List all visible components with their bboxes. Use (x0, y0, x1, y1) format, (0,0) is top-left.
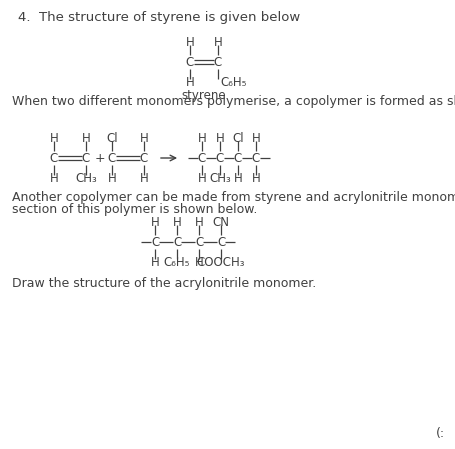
Text: C: C (214, 56, 222, 69)
Text: H: H (252, 172, 260, 185)
Text: H: H (195, 256, 203, 269)
Text: H: H (151, 216, 159, 229)
Text: (:: (: (436, 427, 445, 440)
Text: C: C (252, 151, 260, 164)
Text: H: H (140, 132, 148, 145)
Text: Cl: Cl (232, 132, 244, 145)
Text: Cl: Cl (106, 132, 118, 145)
Text: H: H (50, 132, 58, 145)
Text: CN: CN (212, 216, 229, 229)
Text: H: H (195, 216, 203, 229)
Text: CH₃: CH₃ (75, 172, 97, 185)
Text: H: H (108, 172, 116, 185)
Text: H: H (81, 132, 91, 145)
Text: Another copolymer can be made from styrene and acrylonitrile monomers. A: Another copolymer can be made from styre… (12, 190, 455, 203)
Text: +: + (95, 151, 105, 164)
Text: H: H (186, 75, 194, 88)
Text: C: C (198, 151, 206, 164)
Text: section of this polymer is shown below.: section of this polymer is shown below. (12, 202, 258, 216)
Text: H: H (151, 256, 159, 269)
Text: COOCH₃: COOCH₃ (197, 256, 245, 269)
Text: C₆H₅: C₆H₅ (220, 76, 246, 89)
Text: C: C (195, 235, 203, 248)
Text: When two different monomers polymerise, a copolymer is formed as shown.: When two different monomers polymerise, … (12, 94, 455, 107)
Text: CH₃: CH₃ (209, 172, 231, 185)
Text: H: H (140, 172, 148, 185)
Text: H: H (233, 172, 243, 185)
Text: styrene: styrene (182, 88, 226, 101)
Text: H: H (172, 216, 182, 229)
Text: H: H (214, 35, 222, 48)
Text: C: C (50, 151, 58, 164)
Text: C: C (140, 151, 148, 164)
Text: H: H (216, 132, 224, 145)
Text: C: C (151, 235, 159, 248)
Text: H: H (197, 132, 207, 145)
Text: C: C (173, 235, 181, 248)
Text: C: C (186, 56, 194, 69)
Text: Draw the structure of the acrylonitrile monomer.: Draw the structure of the acrylonitrile … (12, 277, 316, 291)
Text: H: H (50, 172, 58, 185)
Text: C: C (217, 235, 225, 248)
Text: C: C (82, 151, 90, 164)
Text: C: C (108, 151, 116, 164)
Text: H: H (186, 35, 194, 48)
Text: 4.  The structure of styrene is given below: 4. The structure of styrene is given bel… (18, 10, 300, 23)
Text: C: C (216, 151, 224, 164)
Text: H: H (252, 132, 260, 145)
Text: H: H (197, 172, 207, 185)
Text: C: C (234, 151, 242, 164)
Text: C₆H₅: C₆H₅ (164, 256, 190, 269)
